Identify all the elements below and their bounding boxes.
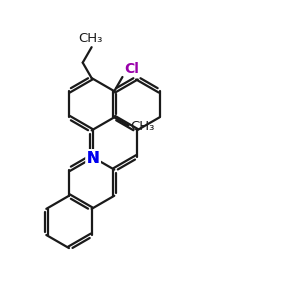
Text: N: N bbox=[87, 151, 100, 166]
Text: Cl: Cl bbox=[124, 61, 139, 76]
Text: N: N bbox=[87, 151, 100, 166]
Text: CH₃: CH₃ bbox=[78, 32, 102, 45]
Text: CH₃: CH₃ bbox=[130, 120, 154, 133]
